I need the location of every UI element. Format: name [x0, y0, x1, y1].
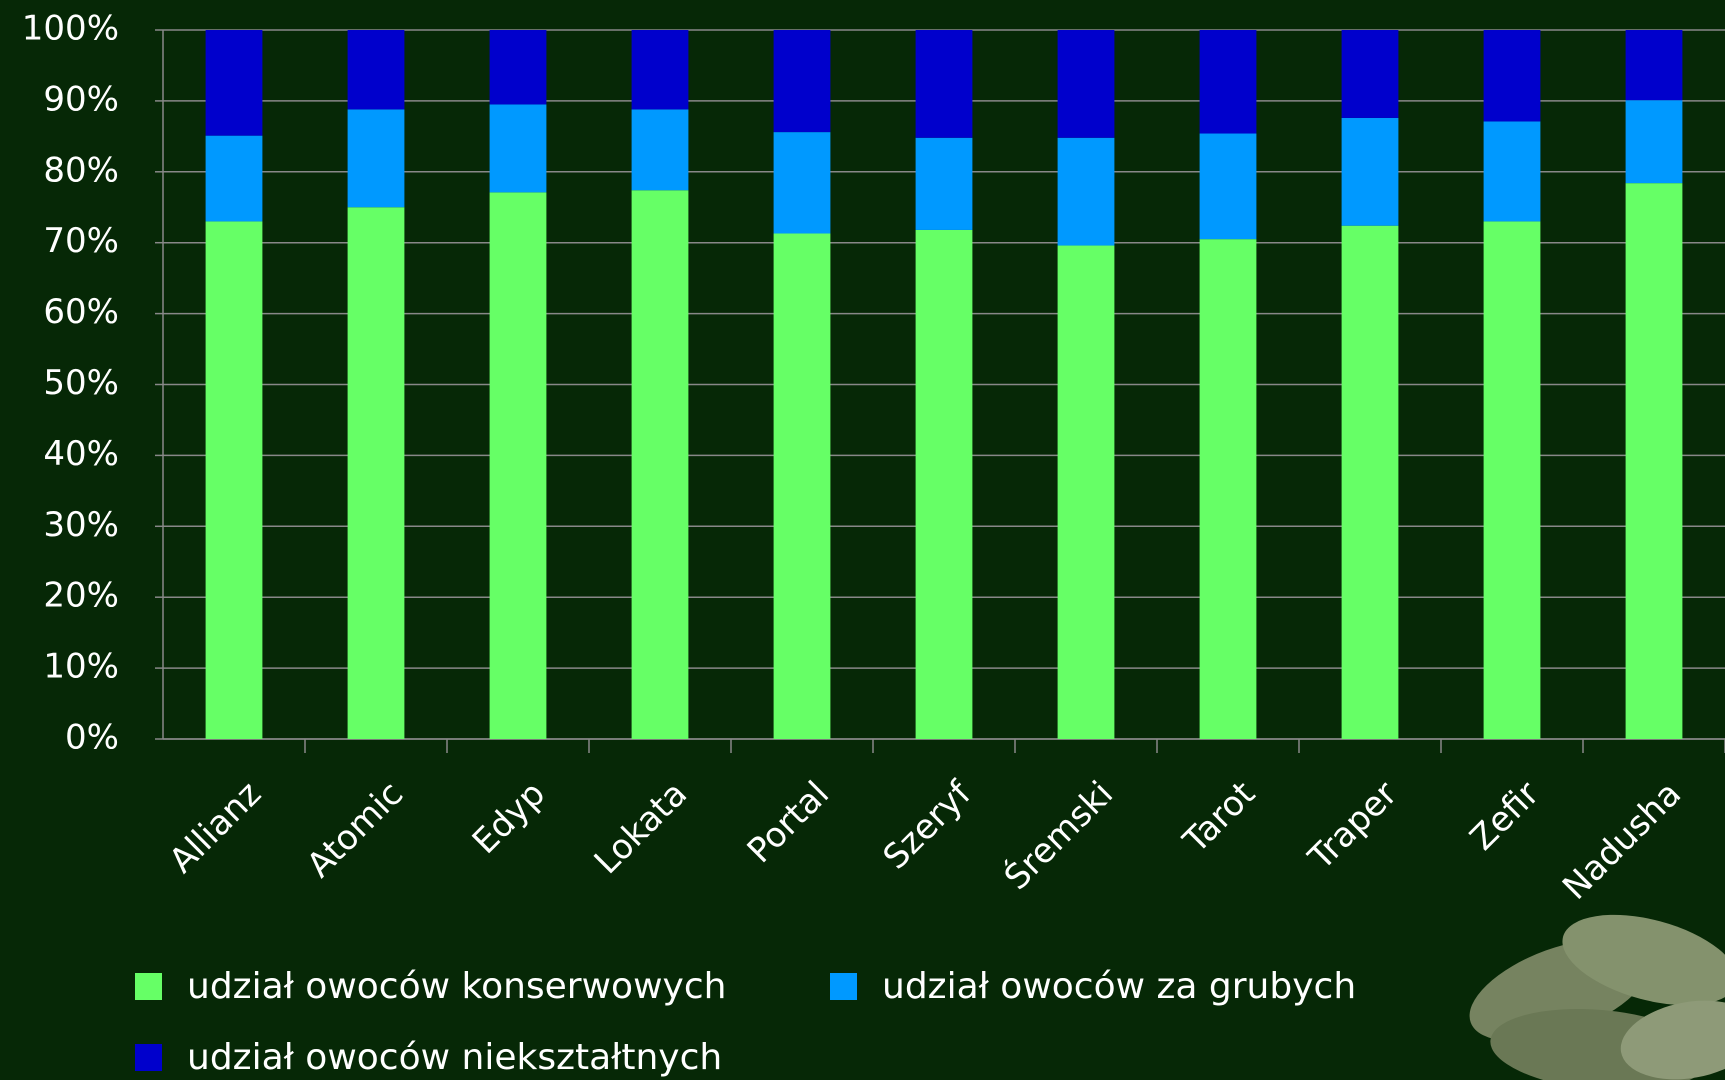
bar-segment	[206, 136, 263, 222]
bar-segment	[490, 104, 547, 192]
bar-segment	[1484, 221, 1541, 739]
bar-segment	[1342, 226, 1399, 739]
bar-segment	[1200, 30, 1257, 134]
bar-segment	[774, 132, 831, 233]
chart: 0%10%20%30%40%50%60%70%80%90%100%Allianz…	[0, 0, 1725, 1080]
y-tick-label: 90%	[43, 79, 119, 119]
bar-segment	[1342, 30, 1399, 118]
y-tick-label: 10%	[43, 647, 119, 687]
bar-segment	[916, 138, 973, 230]
legend-label: udział owoców niekształtnych	[187, 1037, 722, 1078]
bar-segment	[206, 30, 263, 136]
bar-segment	[490, 192, 547, 739]
legend-swatch	[830, 973, 857, 1000]
bar-segment	[348, 207, 405, 739]
bar-segment	[490, 30, 547, 104]
bar-segment	[1484, 121, 1541, 221]
bar-segment	[348, 109, 405, 207]
bar-segment	[774, 30, 831, 132]
y-tick-label: 30%	[43, 505, 119, 545]
legend-swatch	[135, 1044, 162, 1071]
bar-segment	[1058, 246, 1115, 739]
bar-segment	[1626, 100, 1683, 183]
legend-label: udział owoców konserwowych	[187, 966, 726, 1007]
bar-segment	[1626, 183, 1683, 739]
bar-segment	[1200, 239, 1257, 739]
bar-segment	[632, 190, 689, 739]
y-tick-label: 0%	[65, 718, 119, 758]
bar-segment	[1058, 138, 1115, 246]
y-tick-label: 50%	[43, 363, 119, 403]
legend-swatch	[135, 973, 162, 1000]
bar-segment	[916, 30, 973, 138]
bar-segment	[206, 221, 263, 739]
bar-segment	[1200, 134, 1257, 240]
bar-segment	[774, 233, 831, 739]
bar-segment	[1484, 30, 1541, 121]
bar-segment	[1342, 118, 1399, 226]
y-tick-label: 60%	[43, 292, 119, 332]
bar-segment	[632, 109, 689, 190]
y-tick-label: 80%	[43, 150, 119, 190]
legend-label: udział owoców za grubych	[882, 966, 1356, 1007]
y-tick-label: 100%	[22, 9, 119, 49]
bar-segment	[348, 30, 405, 109]
y-tick-label: 70%	[43, 221, 119, 261]
bar-segment	[632, 30, 689, 109]
bar-segment	[916, 230, 973, 739]
y-tick-label: 20%	[43, 576, 119, 616]
bar-segment	[1058, 30, 1115, 138]
y-tick-label: 40%	[43, 434, 119, 474]
bar-segment	[1626, 30, 1683, 100]
